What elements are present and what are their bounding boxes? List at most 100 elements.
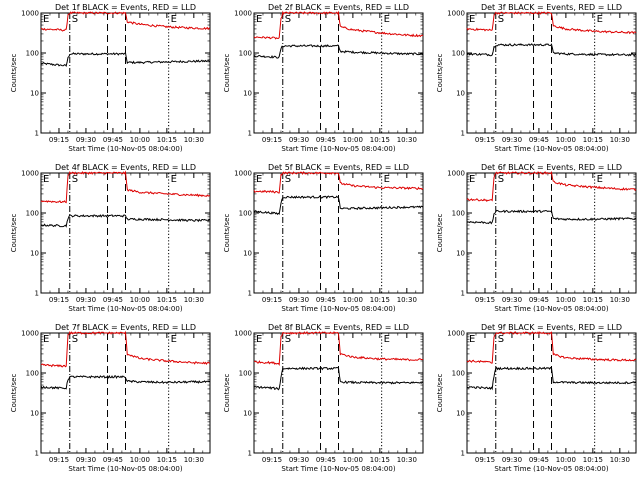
eclipse-end-marker: E bbox=[384, 334, 390, 345]
sunlight-marker: S bbox=[72, 334, 78, 345]
y-tick-label: 100 bbox=[26, 50, 39, 58]
x-tick-label: 10:15 bbox=[157, 456, 177, 464]
x-tick-label: 10:15 bbox=[370, 136, 390, 144]
chart-panel-2: Det 2f BLACK = Events, RED = LLD 1 10 100 10… bbox=[223, 3, 424, 153]
y-tick-label: 1 bbox=[248, 450, 252, 458]
y-tick-label: 1000 bbox=[234, 10, 252, 18]
y-tick-label: 1 bbox=[461, 130, 465, 138]
y-tick-label: 1000 bbox=[21, 170, 39, 178]
eclipse-start-marker: E bbox=[43, 334, 49, 345]
x-tick-label: 10:00 bbox=[343, 296, 363, 304]
series-events bbox=[40, 214, 211, 228]
x-tick-label: 10:30 bbox=[610, 136, 630, 144]
x-tick-label: 10:30 bbox=[184, 456, 204, 464]
x-tick-label: 10:15 bbox=[370, 296, 390, 304]
chart-panel-4: Det 4f BLACK = Events, RED = LLD 1 10 100 10… bbox=[10, 163, 211, 313]
sunlight-marker: S bbox=[72, 14, 78, 25]
series-events bbox=[253, 195, 424, 216]
y-axis-label: Counts/sec bbox=[436, 54, 444, 93]
chart-panel-1: Det 1f BLACK = Events, RED = LLD 1 10 100 10… bbox=[10, 3, 211, 153]
x-tick-label: 09:45 bbox=[529, 456, 549, 464]
y-tick-label: 1000 bbox=[234, 170, 252, 178]
x-axis-label: Start Time (10-Nov-05 08:04:00) bbox=[281, 465, 395, 473]
eclipse-start-marker: E bbox=[469, 14, 475, 25]
chart-panel-9: Det 9f BLACK = Events, RED = LLD 1 10 100 10… bbox=[436, 323, 637, 473]
eclipse-end-marker: E bbox=[597, 334, 603, 345]
x-tick-label: 09:45 bbox=[103, 296, 123, 304]
x-tick-label: 10:00 bbox=[343, 456, 363, 464]
y-tick-label: 100 bbox=[452, 370, 465, 378]
y-tick-label: 1000 bbox=[234, 330, 252, 338]
x-tick-label: 09:30 bbox=[289, 296, 309, 304]
eclipse-start-marker: E bbox=[469, 334, 475, 345]
x-axis-label: Start Time (10-Nov-05 08:04:00) bbox=[68, 145, 182, 153]
x-tick-label: 09:15 bbox=[262, 296, 282, 304]
y-axis-label: Counts/sec bbox=[10, 54, 18, 93]
x-tick-label: 10:00 bbox=[130, 136, 150, 144]
x-tick-label: 10:15 bbox=[157, 136, 177, 144]
x-tick-label: 09:30 bbox=[289, 136, 309, 144]
x-tick-label: 10:15 bbox=[370, 456, 390, 464]
x-tick-label: 09:15 bbox=[49, 456, 69, 464]
eclipse-start-marker: E bbox=[256, 174, 262, 185]
series-lld bbox=[253, 10, 424, 40]
series-lld bbox=[40, 330, 211, 368]
eclipse-end-marker: E bbox=[597, 14, 603, 25]
x-tick-label: 10:30 bbox=[397, 296, 417, 304]
y-tick-label: 1000 bbox=[447, 10, 465, 18]
x-tick-label: 10:00 bbox=[556, 136, 576, 144]
x-tick-label: 10:30 bbox=[397, 136, 417, 144]
series-events bbox=[40, 52, 210, 67]
x-axis-label: Start Time (10-Nov-05 08:04:00) bbox=[494, 305, 608, 313]
x-tick-label: 10:30 bbox=[397, 456, 417, 464]
series-events bbox=[466, 43, 637, 57]
eclipse-end-marker: E bbox=[384, 14, 390, 25]
x-tick-label: 10:30 bbox=[184, 296, 204, 304]
y-tick-label: 1 bbox=[35, 130, 39, 138]
y-tick-label: 1000 bbox=[447, 170, 465, 178]
x-tick-label: 09:15 bbox=[262, 136, 282, 144]
y-axis-label: Counts/sec bbox=[10, 374, 18, 413]
x-tick-label: 10:30 bbox=[610, 296, 630, 304]
x-tick-label: 09:30 bbox=[76, 296, 96, 304]
y-tick-label: 100 bbox=[239, 210, 252, 218]
y-tick-label: 10 bbox=[456, 250, 465, 258]
eclipse-end-marker: E bbox=[171, 334, 177, 345]
chart-title: Det 2f BLACK = Events, RED = LLD bbox=[268, 3, 409, 12]
y-tick-label: 1 bbox=[35, 290, 39, 298]
sunlight-marker: S bbox=[285, 174, 291, 185]
sunlight-marker: S bbox=[498, 174, 504, 185]
chart-panel-6: Det 6f BLACK = Events, RED = LLD 1 10 100 10… bbox=[436, 163, 637, 313]
eclipse-start-marker: E bbox=[256, 14, 262, 25]
y-tick-label: 1 bbox=[461, 290, 465, 298]
y-tick-label: 100 bbox=[239, 370, 252, 378]
y-axis-label: Counts/sec bbox=[223, 374, 231, 413]
chart-title: Det 3f BLACK = Events, RED = LLD bbox=[481, 3, 622, 12]
x-axis-label: Start Time (10-Nov-05 08:04:00) bbox=[494, 465, 608, 473]
series-lld bbox=[466, 11, 637, 35]
sunlight-marker: S bbox=[285, 14, 291, 25]
sunlight-marker: S bbox=[498, 334, 504, 345]
series-lld bbox=[253, 171, 424, 194]
y-tick-label: 1000 bbox=[447, 330, 465, 338]
x-tick-label: 10:30 bbox=[184, 136, 204, 144]
x-tick-label: 10:00 bbox=[556, 296, 576, 304]
y-tick-label: 10 bbox=[30, 250, 39, 258]
y-axis-label: Counts/sec bbox=[436, 374, 444, 413]
x-tick-label: 09:30 bbox=[76, 456, 96, 464]
x-tick-label: 09:45 bbox=[316, 456, 336, 464]
x-tick-label: 10:00 bbox=[130, 296, 150, 304]
series-events bbox=[253, 44, 424, 59]
y-axis-label: Counts/sec bbox=[223, 214, 231, 253]
x-tick-label: 09:15 bbox=[49, 136, 69, 144]
y-tick-label: 1 bbox=[248, 290, 252, 298]
chart-panel-3: Det 3f BLACK = Events, RED = LLD 1 10 100 10… bbox=[436, 3, 637, 153]
series-events bbox=[253, 366, 424, 391]
x-axis-label: Start Time (10-Nov-05 08:04:00) bbox=[68, 465, 182, 473]
x-tick-label: 10:15 bbox=[583, 456, 603, 464]
x-tick-label: 10:00 bbox=[343, 136, 363, 144]
chart-panel-7: Det 7f BLACK = Events, RED = LLD 1 10 100 10… bbox=[10, 323, 211, 473]
x-axis-label: Start Time (10-Nov-05 08:04:00) bbox=[281, 145, 395, 153]
x-axis-label: Start Time (10-Nov-05 08:04:00) bbox=[68, 305, 182, 313]
